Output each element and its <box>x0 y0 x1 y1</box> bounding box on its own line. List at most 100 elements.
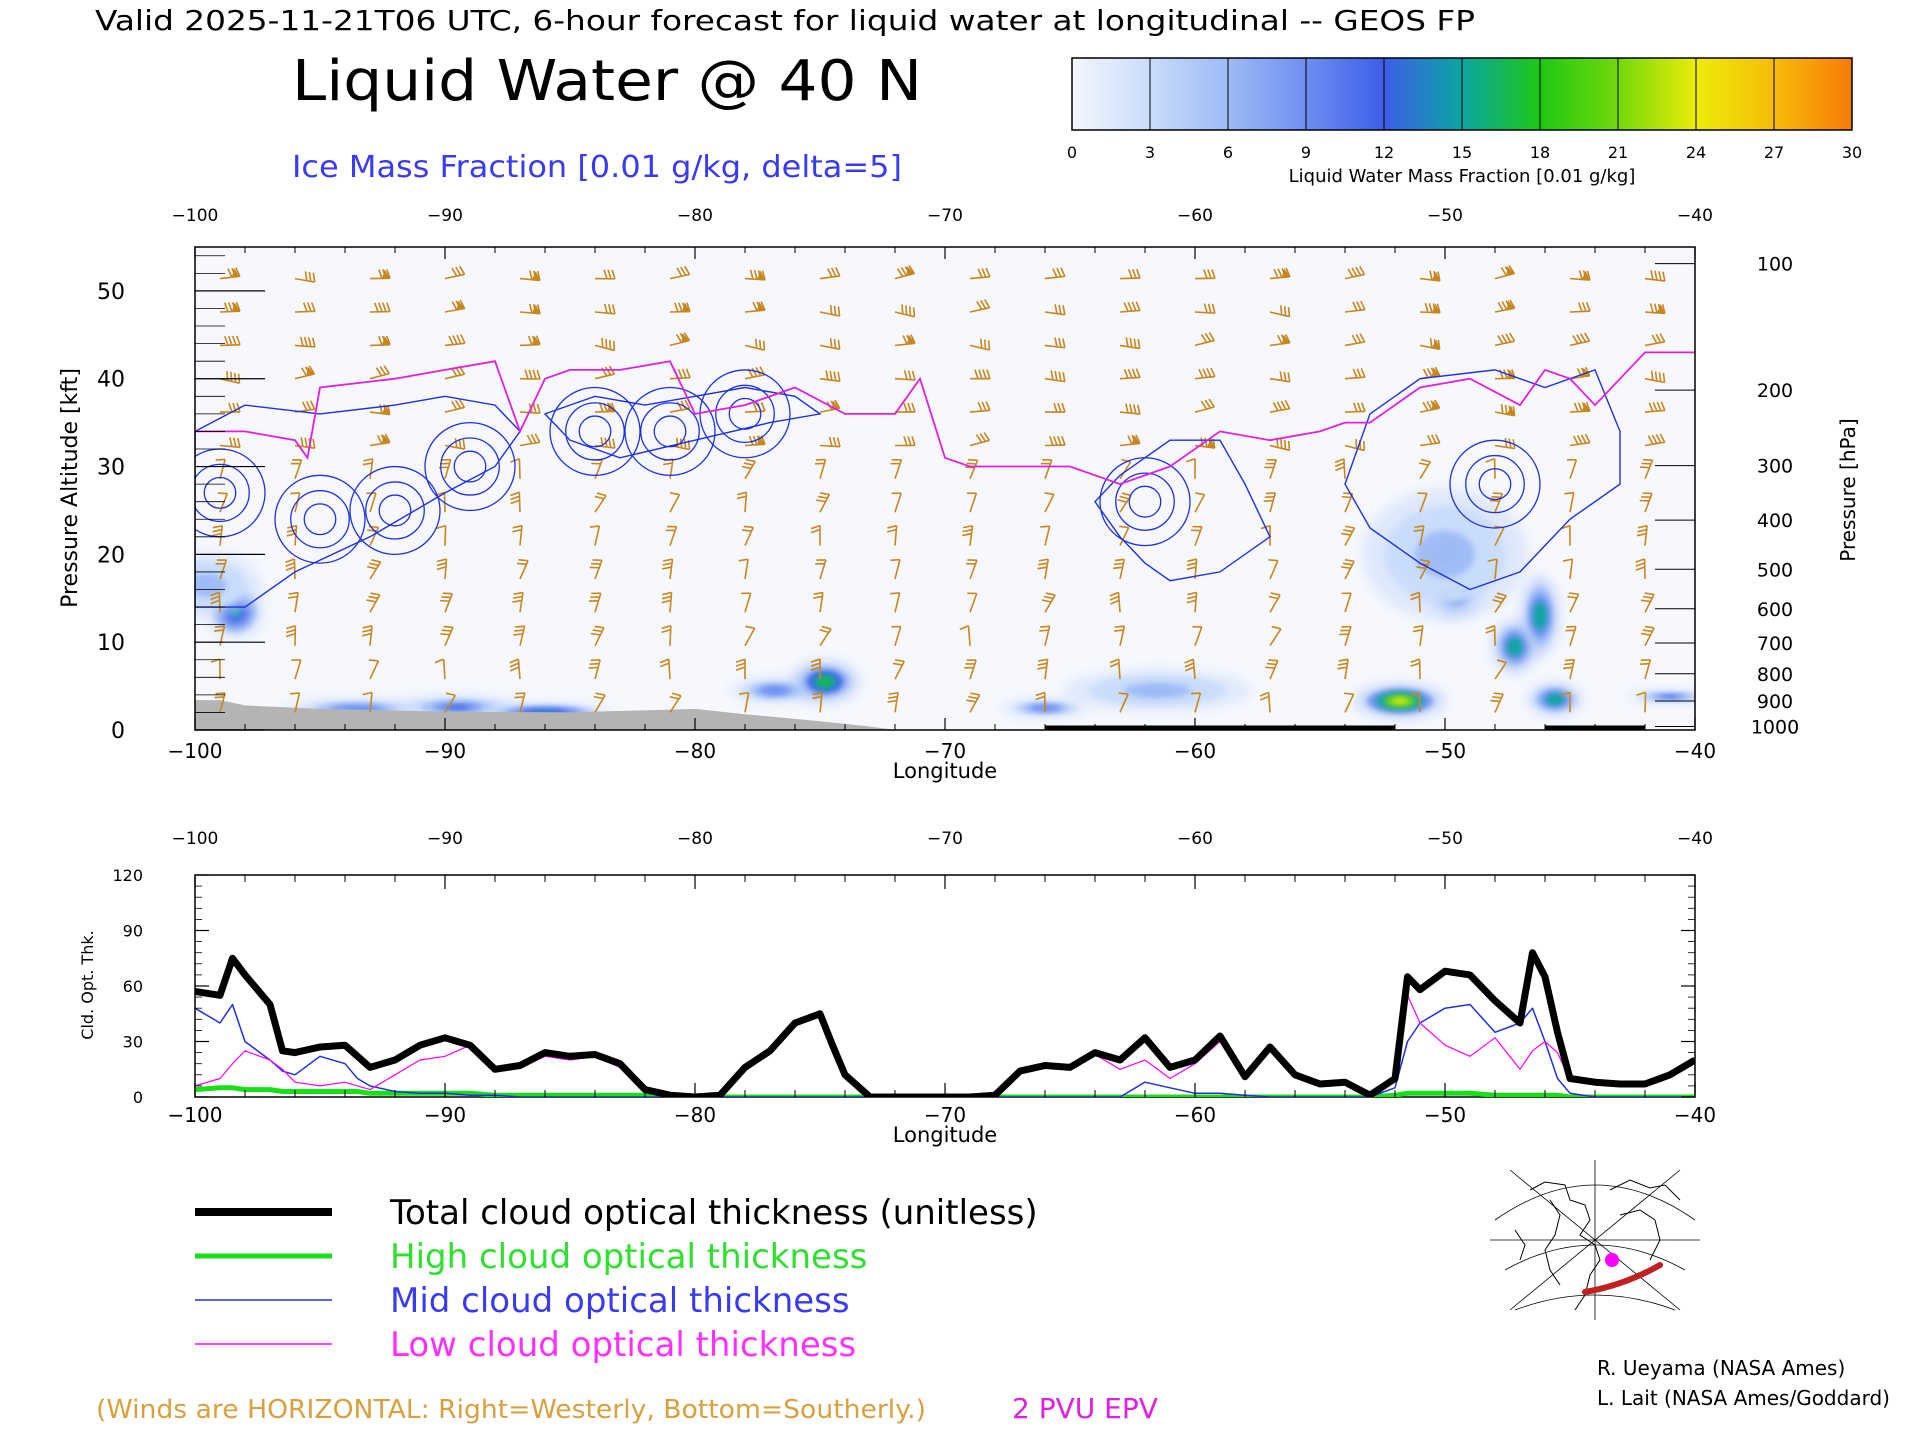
wind-barb <box>969 338 991 351</box>
wind-barb <box>219 302 241 313</box>
credit-line-1: R. Ueyama (NASA Ames) <box>1597 1356 1845 1380</box>
wind-barb <box>1265 659 1279 680</box>
wind-barb <box>512 591 524 613</box>
wind-barb <box>661 591 673 613</box>
wind-barb <box>741 592 752 613</box>
x-tick-label: −90 <box>424 739 466 763</box>
ice-contour-ring <box>303 503 337 536</box>
wind-barb <box>810 524 821 546</box>
wind-barb <box>1639 492 1653 513</box>
ice-contour-ring <box>440 437 500 496</box>
wind-barb <box>1194 269 1216 280</box>
wind-barb <box>659 658 671 680</box>
wind-barb <box>1569 332 1591 347</box>
wind-barb <box>894 265 915 280</box>
wind-barb <box>1569 433 1591 447</box>
x-tick-label: −40 <box>1674 1103 1716 1127</box>
wind-barb <box>966 492 978 513</box>
wind-barb <box>1494 659 1507 680</box>
wind-barb <box>819 436 841 448</box>
wind-barb <box>1569 270 1591 281</box>
wind-barb <box>819 625 832 647</box>
ice-contour-outer <box>1344 369 1621 591</box>
wind-barb <box>288 591 299 613</box>
liquid-water-blob-core <box>1511 642 1519 652</box>
x-tick-label: −70 <box>924 739 966 763</box>
wind-barb <box>439 592 454 613</box>
wind-barb <box>1119 458 1132 480</box>
wind-barb <box>1263 492 1277 513</box>
wind-barb <box>669 265 691 280</box>
ice-contour-ring <box>624 386 716 476</box>
pressure-tick-label: 200 <box>1757 380 1793 402</box>
wind-barb <box>215 559 228 580</box>
wind-barb <box>894 402 916 413</box>
colorbar-tick-label: 9 <box>1301 143 1311 162</box>
wind-barb <box>1494 299 1516 313</box>
wind-barb <box>588 658 601 680</box>
colorbar-tick-label: 24 <box>1686 143 1706 162</box>
wind-barb <box>510 491 521 513</box>
ice-contour-ring <box>565 402 625 461</box>
liquid-water-blob-core <box>1430 542 1460 566</box>
wind-barb <box>890 459 903 480</box>
colorbar-segment <box>1540 58 1619 130</box>
y-tick-label: 120 <box>112 866 143 885</box>
wind-barb <box>211 524 224 546</box>
pressure-tick-label: 100 <box>1757 254 1793 276</box>
wind-barb <box>1268 559 1279 580</box>
ice-contour-ring <box>365 481 425 540</box>
colorbar-tick-label: 18 <box>1530 143 1550 162</box>
wind-barb <box>669 332 691 347</box>
wind-barb <box>1113 558 1126 580</box>
wind-barb <box>1194 303 1216 314</box>
wind-barb <box>819 304 841 317</box>
wind-barb <box>436 524 447 546</box>
wind-barb <box>1185 458 1196 479</box>
wind-barb <box>519 433 541 447</box>
wind-barb <box>1569 366 1591 380</box>
x-tick-label: −70 <box>924 1103 966 1127</box>
wind-barb <box>891 625 902 646</box>
x-top-tick-label: −80 <box>677 206 713 226</box>
wind-barb <box>892 659 905 680</box>
wind-barb <box>1334 458 1346 479</box>
wind-barb <box>1341 592 1352 613</box>
wind-barb <box>519 335 541 347</box>
x-tick-label: −90 <box>424 1103 466 1127</box>
wind-barb <box>1563 658 1576 680</box>
wind-barb <box>219 437 241 449</box>
ice-contour-ring <box>1115 472 1175 531</box>
wind-barb <box>1259 691 1271 713</box>
y-tick-label: 0 <box>133 1088 143 1107</box>
wind-barb <box>1113 625 1126 646</box>
colorbar: 0 3 6 9 12 15 18 21 24 27 30 <box>1067 57 1862 162</box>
colorbar-tick-label: 6 <box>1223 143 1233 162</box>
colorbar-segment <box>1384 58 1463 130</box>
valid-line: Valid 2025-11-21T06 UTC, 6-hour forecast… <box>95 4 1475 37</box>
x-tick-label: −40 <box>1674 739 1716 763</box>
wind-barb <box>1344 333 1366 347</box>
wind-barb <box>1119 337 1141 350</box>
ice-contours <box>195 369 1621 608</box>
wind-barb <box>362 458 374 479</box>
wind-barb <box>1041 592 1056 613</box>
wind-barb <box>361 625 373 646</box>
x-top-tick-label: −60 <box>1177 829 1213 849</box>
wind-barb <box>444 692 456 713</box>
x-tick-label: −80 <box>674 739 716 763</box>
wind-barb <box>362 691 373 713</box>
map-coastlines <box>1514 1179 1681 1311</box>
x-top-tick-label: −70 <box>927 206 963 226</box>
wind-barb <box>1635 558 1646 580</box>
top-y-axis-label: Pressure Altitude [kft] <box>58 368 83 608</box>
series-line-high <box>195 1085 1695 1097</box>
x-top-tick-label: −50 <box>1427 206 1463 226</box>
wind-barb <box>590 625 605 647</box>
wind-barb <box>1562 558 1574 580</box>
wind-barb <box>894 334 916 347</box>
wind-barb <box>1410 591 1421 613</box>
wind-barb <box>1569 401 1591 413</box>
wind-barb <box>1044 435 1066 447</box>
wind-barb <box>291 659 302 680</box>
